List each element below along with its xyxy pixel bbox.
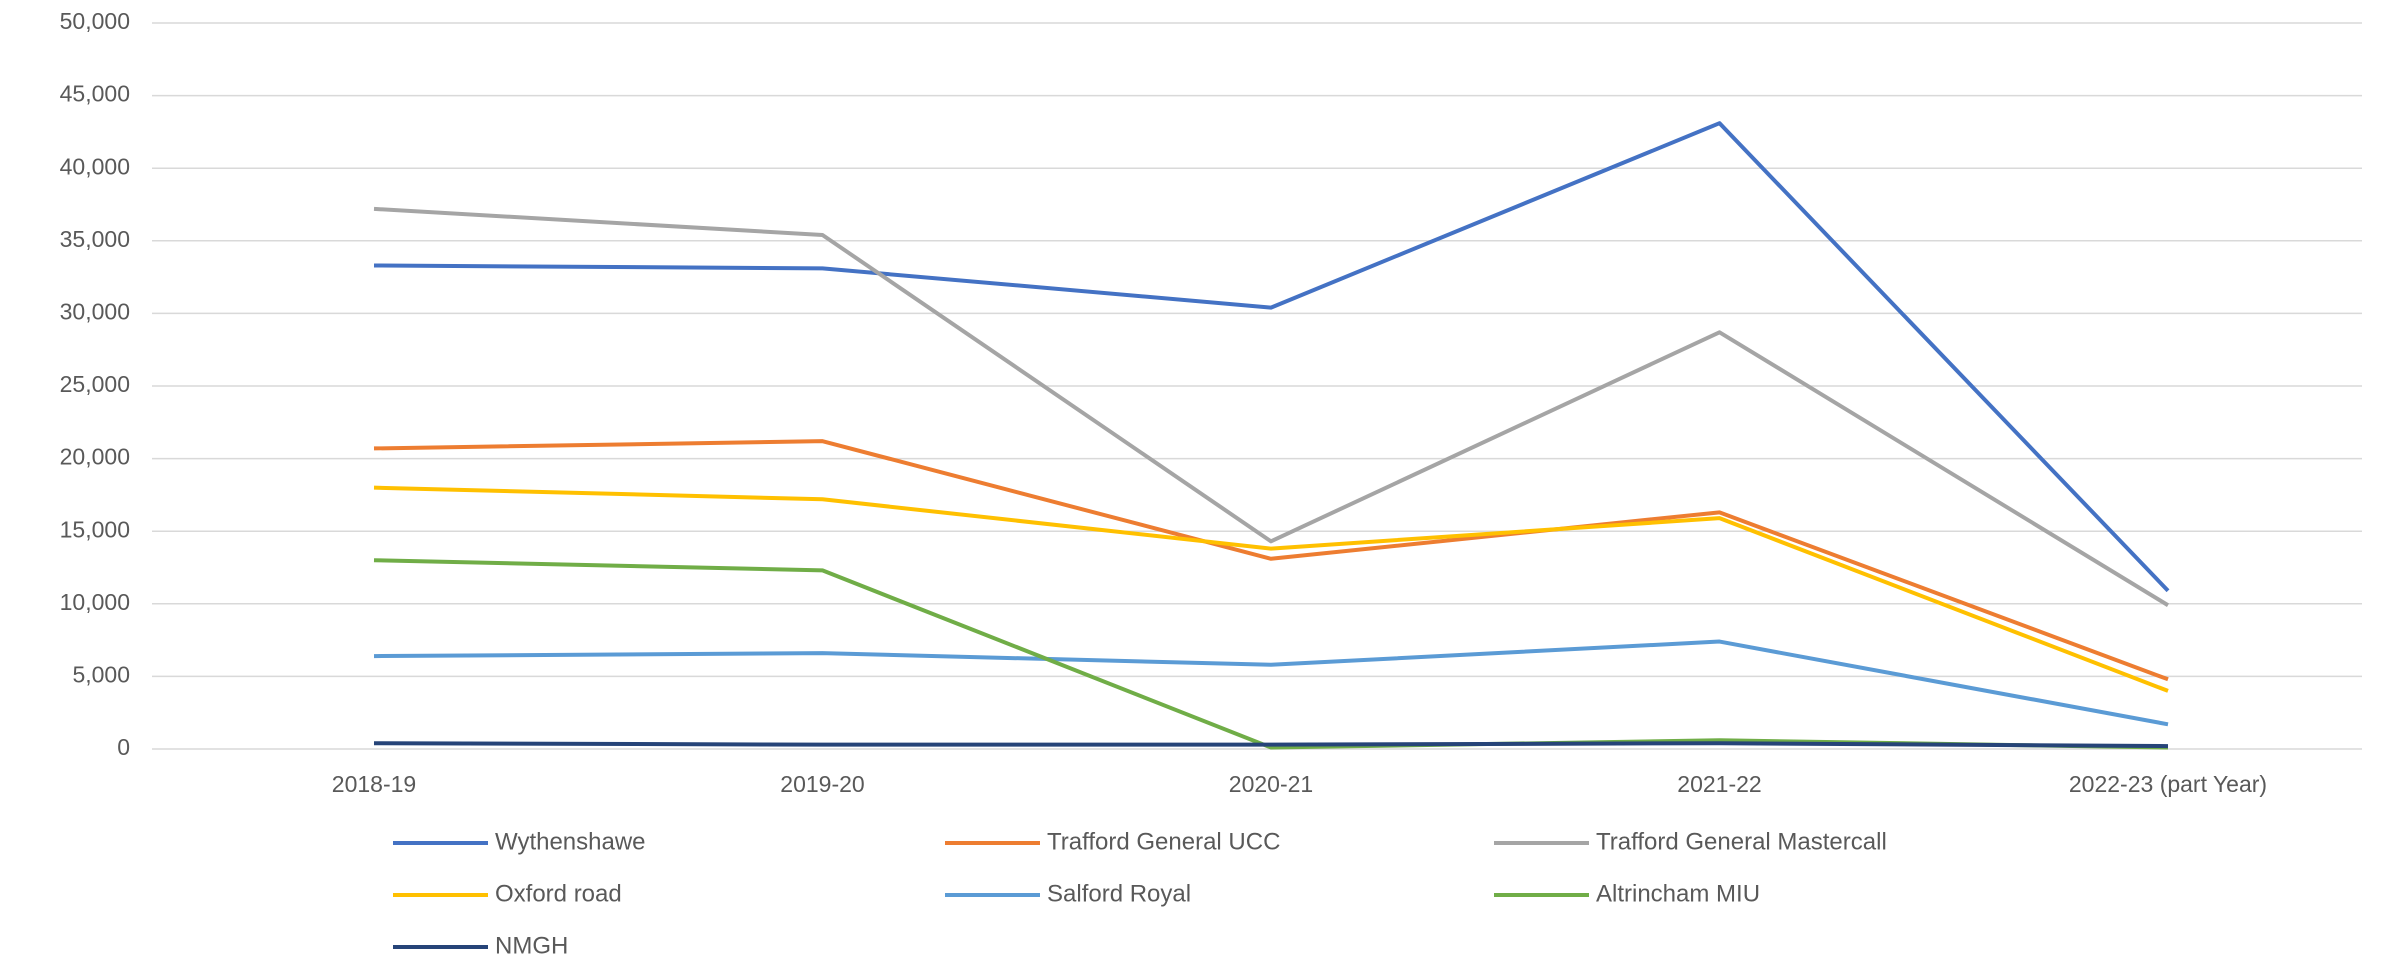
y-tick-label: 0: [117, 734, 130, 760]
x-tick-label: 2022-23 (part Year): [2069, 771, 2267, 797]
legend-label: Wythenshawe: [495, 828, 646, 855]
y-tick-label: 10,000: [60, 589, 130, 615]
x-tick-label: 2019-20: [780, 771, 864, 797]
y-tick-label: 50,000: [60, 8, 130, 34]
y-tick-label: 15,000: [60, 516, 130, 542]
series-line: [373, 121, 2170, 593]
series-line: [373, 639, 2169, 727]
series-line: [373, 485, 2169, 693]
y-tick-label: 35,000: [60, 226, 130, 252]
legend-label: Trafford General UCC: [1047, 828, 1280, 855]
y-tick-label: 40,000: [60, 153, 130, 179]
x-tick-label: 2020-21: [1229, 771, 1313, 797]
x-tick-label: 2018-19: [332, 771, 416, 797]
legend-label: Trafford General Mastercall: [1596, 828, 1887, 855]
legend-label: Altrincham MIU: [1596, 880, 1760, 907]
series-line: [373, 439, 2169, 682]
y-tick-label: 20,000: [60, 444, 130, 470]
x-tick-label: 2021-22: [1677, 771, 1761, 797]
y-tick-label: 25,000: [60, 371, 130, 397]
legend-label: Oxford road: [495, 880, 622, 907]
y-tick-label: 5,000: [72, 661, 130, 687]
legend-label: Salford Royal: [1047, 880, 1191, 907]
legend-label: NMGH: [495, 932, 568, 955]
y-tick-label: 30,000: [60, 298, 130, 324]
y-tick-label: 45,000: [60, 81, 130, 107]
series-line: [373, 206, 2170, 607]
series-line: [373, 741, 2169, 749]
